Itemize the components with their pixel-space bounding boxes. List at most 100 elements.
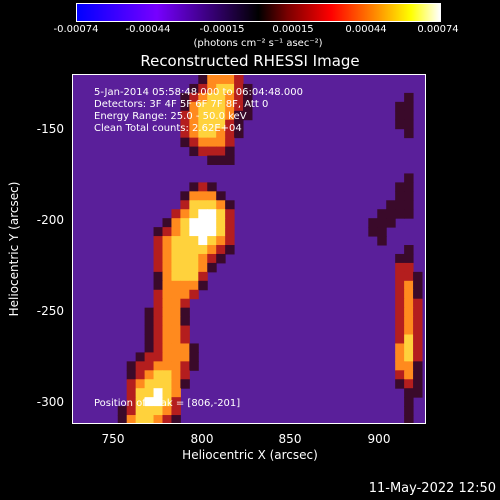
- image-pixel: [395, 370, 405, 380]
- image-pixel: [171, 245, 181, 255]
- image-pixel: [216, 137, 226, 148]
- image-pixel: [153, 406, 163, 416]
- image-pixel: [198, 200, 208, 210]
- image-pixel: [144, 343, 155, 353]
- image-pixel: [404, 397, 414, 407]
- image-pixel: [413, 316, 423, 327]
- image-pixel: [198, 110, 208, 121]
- image-pixel: [162, 415, 172, 423]
- image-pixel: [189, 119, 199, 130]
- image-pixel: [144, 388, 155, 398]
- image-pixel: [198, 182, 208, 192]
- image-pixel: [234, 101, 244, 112]
- image-pixel: [395, 280, 405, 291]
- image-pixel: [180, 316, 190, 327]
- image-pixel: [198, 119, 208, 130]
- image-pixel: [162, 262, 172, 273]
- image-pixel: [180, 209, 190, 219]
- image-pixel: [216, 227, 226, 237]
- image-pixel: [126, 361, 137, 371]
- image-pixel: [225, 128, 235, 139]
- image-pixel: [180, 361, 190, 371]
- image-pixel: [189, 101, 199, 112]
- image-pixel: [162, 406, 172, 416]
- image-pixel: [171, 388, 181, 398]
- x-axis-label: Heliocentric X (arcsec): [182, 448, 318, 462]
- image-pixel: [180, 101, 190, 112]
- image-pixel: [153, 388, 163, 398]
- solar-image: [73, 75, 425, 423]
- image-pixel: [404, 334, 414, 344]
- image-pixel: [198, 137, 208, 148]
- image-pixel: [395, 316, 405, 327]
- image-pixel: [189, 262, 199, 273]
- image-pixel: [180, 191, 190, 201]
- image-pixel: [207, 262, 217, 273]
- image-pixel: [404, 191, 414, 201]
- image-pixel: [225, 218, 235, 228]
- image-pixel: [189, 110, 199, 121]
- image-pixel: [395, 361, 405, 371]
- image-pixel: [162, 307, 172, 318]
- image-pixel: [180, 298, 190, 309]
- image-pixel: [413, 388, 423, 398]
- image-pixel: [395, 298, 405, 309]
- plot-title: Reconstructed RHESSI Image: [140, 52, 360, 70]
- image-pixel: [135, 379, 146, 389]
- image-pixel: [395, 262, 405, 273]
- image-pixel: [126, 379, 137, 389]
- image-pixel: [117, 406, 128, 416]
- image-pixel: [207, 75, 217, 85]
- image-pixel: [135, 370, 146, 380]
- image-pixel: [180, 253, 190, 264]
- image-pixel: [144, 397, 155, 407]
- image-pixel: [225, 75, 235, 85]
- image-pixel: [144, 307, 155, 318]
- image-pixel: [225, 155, 235, 165]
- image-pixel: [144, 370, 155, 380]
- y-axis-label: Heliocentric Y (arcsec): [7, 181, 21, 317]
- image-pixel: [216, 110, 226, 121]
- image-pixel: [395, 209, 405, 219]
- image-pixel: [198, 262, 208, 273]
- y-tick-label: -250: [36, 304, 64, 318]
- image-pixel: [180, 236, 190, 246]
- image-pixel: [207, 83, 217, 94]
- image-pixel: [377, 209, 387, 219]
- image-pixel: [198, 209, 208, 219]
- image-pixel: [243, 101, 253, 112]
- image-pixel: [404, 92, 414, 103]
- image-pixel: [377, 227, 387, 237]
- image-pixel: [162, 236, 172, 246]
- image-pixel: [171, 236, 181, 246]
- image-pixel: [144, 415, 155, 423]
- image-pixel: [189, 92, 199, 103]
- image-pixel: [216, 200, 226, 210]
- image-pixel: [153, 227, 163, 237]
- image-pixel: [377, 218, 387, 228]
- image-pixel: [198, 83, 208, 94]
- image-pixel: [234, 128, 244, 139]
- image-pixel: [404, 289, 414, 300]
- image-pixel: [234, 83, 244, 94]
- image-pixel: [135, 406, 146, 416]
- image-pixel: [153, 236, 163, 246]
- image-pixel: [404, 173, 414, 183]
- image-pixel: [404, 388, 414, 398]
- image-pixel: [153, 262, 163, 273]
- image-pixel: [234, 75, 244, 85]
- image-pixel: [395, 253, 405, 264]
- image-plot: [72, 74, 426, 424]
- image-pixel: [189, 236, 199, 246]
- image-pixel: [135, 352, 146, 362]
- image-pixel: [189, 253, 199, 264]
- image-pixel: [189, 271, 199, 282]
- image-pixel: [171, 406, 181, 416]
- image-pixel: [207, 245, 217, 255]
- image-pixel: [180, 307, 190, 318]
- image-pixel: [198, 227, 208, 237]
- image-pixel: [171, 325, 181, 336]
- image-pixel: [234, 92, 244, 103]
- image-pixel: [171, 370, 181, 380]
- colorbar-tick: 0.00044: [345, 24, 387, 35]
